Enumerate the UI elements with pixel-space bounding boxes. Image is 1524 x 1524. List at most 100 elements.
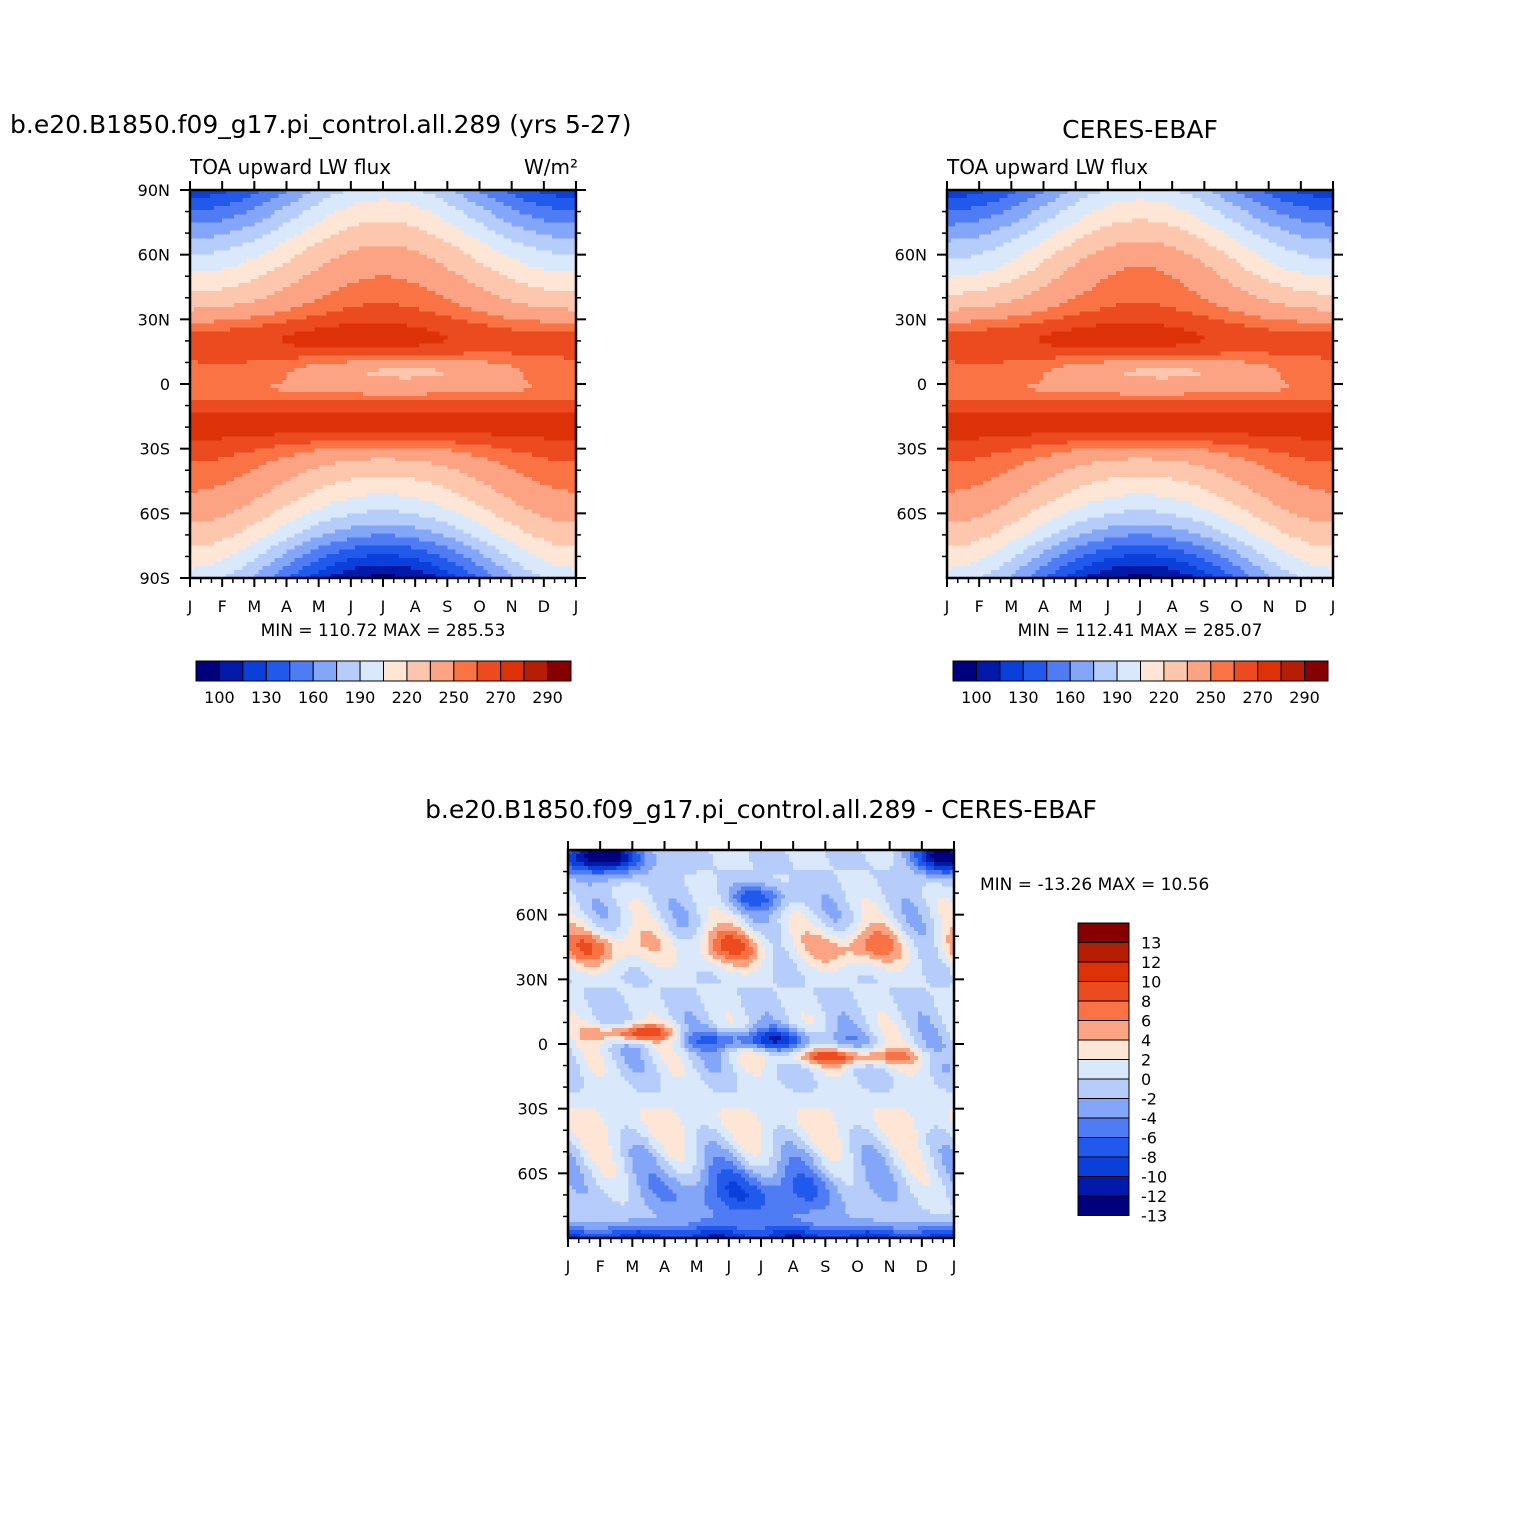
x-tick-label: M: [690, 1257, 704, 1276]
colorbar-label: -2: [1141, 1090, 1157, 1109]
x-tick-label: M: [312, 597, 326, 616]
y-tick-label: 60N: [138, 246, 170, 265]
colorbar-swatch: [1186, 660, 1212, 682]
colorbar-label: 220: [1149, 688, 1180, 707]
panel-model-minmax: MIN = 110.72 MAX = 285.53: [261, 621, 506, 641]
colorbar-label: 8: [1141, 992, 1151, 1011]
x-tick-label: J: [573, 597, 579, 616]
x-tick-label: A: [1167, 597, 1178, 616]
colorbar-swatch: [1046, 660, 1071, 682]
colorbar-label: 190: [1102, 688, 1133, 707]
colorbar-label: -6: [1141, 1129, 1157, 1148]
y-tick-label: 90S: [139, 569, 170, 588]
colorbar-label: 2: [1141, 1051, 1151, 1070]
colorbar-swatch: [195, 660, 220, 682]
panel-obs-title: CERES-EBAF: [1062, 115, 1218, 144]
colorbar-label: 190: [345, 688, 376, 707]
colorbar-swatch: [1280, 660, 1306, 682]
x-tick-label: F: [218, 597, 227, 616]
x-tick-label: A: [281, 597, 292, 616]
colorbar-swatch: [429, 660, 455, 682]
x-tick-label: D: [538, 597, 550, 616]
x-tick-label: M: [625, 1257, 639, 1276]
colorbar-label: 250: [1196, 688, 1227, 707]
colorbar-label: 130: [1008, 688, 1039, 707]
colorbar-label: -4: [1141, 1109, 1157, 1128]
colorbar-label: 270: [1242, 688, 1273, 707]
x-tick-label: N: [884, 1257, 896, 1276]
colorbar-label: 250: [439, 688, 470, 707]
colorbar-swatch: [1257, 660, 1282, 682]
colorbar-swatch: [1163, 660, 1188, 682]
colorbar-label: 160: [1055, 688, 1086, 707]
y-tick-label: 60S: [896, 504, 927, 523]
y-tick-label: 90N: [138, 181, 170, 200]
colorbar-label: -10: [1141, 1168, 1167, 1187]
x-tick-label: F: [596, 1257, 605, 1276]
panel-diff-title: b.e20.B1850.f09_g17.pi_control.all.289 -…: [425, 795, 1097, 824]
colorbar-swatch: [1077, 981, 1130, 1002]
y-tick-label: 30S: [139, 440, 170, 459]
panel-diff: b.e20.B1850.f09_g17.pi_control.all.289 -…: [425, 795, 1209, 1276]
colorbar-swatch: [1077, 1098, 1130, 1119]
x-tick-label: A: [410, 597, 421, 616]
colorbar-label: 270: [485, 688, 516, 707]
y-tick-label: 0: [917, 375, 927, 394]
panel-obs-field: [947, 190, 1333, 578]
colorbar-label: 220: [392, 688, 423, 707]
panel-model-units-label: W/m²: [524, 155, 578, 179]
colorbar-swatch: [1210, 660, 1235, 682]
colorbar-swatch: [1077, 1059, 1130, 1080]
x-tick-label: J: [565, 1257, 571, 1276]
x-tick-label: O: [473, 597, 486, 616]
colorbar-swatch: [289, 660, 314, 682]
colorbar-swatch: [500, 660, 525, 682]
colorbar-swatch: [406, 660, 431, 682]
colorbar-swatch: [975, 660, 1001, 682]
colorbar-label: 0: [1141, 1070, 1151, 1089]
colorbar-swatch: [999, 660, 1024, 682]
panel-diff-field: [568, 850, 954, 1238]
panel-diff-ticks: J F M A M J J A S O N D J 60N 30N 0 30S 60S: [516, 841, 964, 1276]
x-tick-label: J: [758, 1257, 764, 1276]
x-tick-label: J: [725, 1257, 731, 1276]
x-tick-label: N: [1263, 597, 1275, 616]
colorbar-swatch: [218, 660, 244, 682]
x-tick-label: M: [1004, 597, 1018, 616]
panel-diff-minmax: MIN = -13.26 MAX = 10.56: [980, 875, 1209, 895]
x-tick-label: J: [187, 597, 193, 616]
colorbar-swatch: [312, 660, 338, 682]
x-tick-label: S: [442, 597, 452, 616]
panel-model-ticks: J F M A M J J A S O N D J 90N 60N 30N 0 30S 60S 90S: [138, 181, 586, 616]
colorbar-swatch: [1077, 1137, 1130, 1158]
colorbar-label: 160: [298, 688, 329, 707]
x-tick-label: J: [1330, 597, 1336, 616]
y-tick-label: 60S: [517, 1164, 548, 1183]
colorbar-swatch: [1077, 1176, 1130, 1197]
colorbar-label: 290: [1289, 688, 1320, 707]
colorbar-swatch: [1077, 1078, 1130, 1099]
colorbar-label: 130: [251, 688, 282, 707]
colorbar-swatch: [547, 660, 572, 682]
colorbar-swatch: [1077, 1195, 1130, 1216]
colorbar-label: 100: [204, 688, 235, 707]
panel-obs-ticks: J F M A M J J A S O N D J 60N 30N 0 30S 60S: [895, 181, 1343, 616]
panel-obs-minmax: MIN = 112.41 MAX = 285.07: [1018, 621, 1263, 641]
panel-model: b.e20.B1850.f09_g17.pi_control.all.289 (…: [10, 110, 631, 707]
colorbar-swatch: [1077, 1156, 1130, 1177]
colorbar-swatch: [453, 660, 478, 682]
colorbar-label: 4: [1141, 1031, 1151, 1050]
colorbar-swatch: [523, 660, 549, 682]
y-tick-label: 0: [538, 1035, 548, 1054]
x-tick-label: A: [659, 1257, 670, 1276]
colorbar-swatch: [1069, 660, 1095, 682]
colorbar-label: 13: [1141, 934, 1161, 953]
colorbar-swatch: [952, 660, 977, 682]
colorbar-label: -8: [1141, 1148, 1157, 1167]
panel-model-colorbar: 100 130 160 190 220 250 270 290: [195, 660, 572, 707]
x-tick-label: D: [916, 1257, 928, 1276]
x-tick-label: O: [1230, 597, 1243, 616]
colorbar-label: 100: [961, 688, 992, 707]
y-tick-label: 0: [160, 375, 170, 394]
